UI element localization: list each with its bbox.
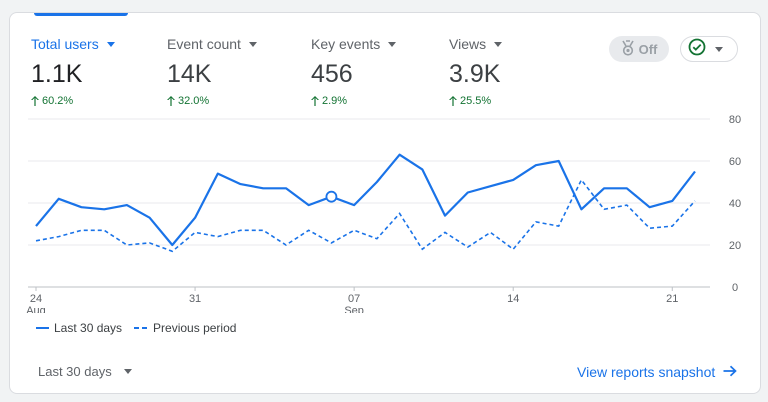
active-metric-indicator xyxy=(34,13,128,16)
caret-down-icon xyxy=(248,42,257,47)
metric-value: 14K xyxy=(167,60,212,88)
metric-change: 2.9% xyxy=(322,95,348,107)
link-label: View reports snapshot xyxy=(577,364,716,380)
metric-label: Total users xyxy=(31,36,99,52)
caret-down-icon xyxy=(715,46,723,52)
chart-legend: Last 30 days Previous period xyxy=(36,321,248,335)
series-line-last-30-days xyxy=(35,153,696,247)
arrow-up-icon xyxy=(167,96,175,106)
y-tick-label: 40 xyxy=(729,198,741,210)
series-line-previous-period xyxy=(35,178,696,253)
metric-event-count[interactable]: Event count 14K 32.0% xyxy=(167,35,257,108)
toggle-label: Off xyxy=(638,41,658,57)
legend-item-current: Last 30 days xyxy=(36,321,122,335)
y-tick-label: 80 xyxy=(729,114,741,126)
y-tick-label: 60 xyxy=(729,156,741,168)
x-tick-label: 31 xyxy=(189,293,201,305)
date-range-dropdown[interactable]: Last 30 days xyxy=(38,363,132,379)
metric-total-users[interactable]: Total users 1.1K 60.2% xyxy=(31,35,115,108)
date-range-label: Last 30 days xyxy=(38,363,112,379)
hover-point-marker[interactable] xyxy=(325,190,338,203)
x-tick-label: 24 xyxy=(30,293,42,305)
metric-value: 456 xyxy=(311,60,353,88)
metric-change: 25.5% xyxy=(460,95,492,107)
arrow-up-icon xyxy=(311,96,319,106)
legend-item-previous: Previous period xyxy=(134,321,236,335)
legend-solid-swatch xyxy=(36,327,49,329)
x-tick-month-label: Aug xyxy=(26,305,46,313)
legend-label: Previous period xyxy=(153,321,237,335)
metric-change: 60.2% xyxy=(42,95,74,107)
medal-icon xyxy=(621,39,635,59)
caret-down-icon xyxy=(388,42,397,47)
overview-card: Total users 1.1K 60.2% Event count 14K 3… xyxy=(9,12,761,394)
check-circle-icon xyxy=(688,38,706,61)
metric-label: Views xyxy=(449,36,487,52)
metric-key-events[interactable]: Key events 456 2.9% xyxy=(311,35,397,108)
metric-views[interactable]: Views 3.9K 25.5% xyxy=(449,35,503,108)
metric-label: Key events xyxy=(311,36,381,52)
arrow-right-icon xyxy=(723,364,737,380)
status-dropdown[interactable] xyxy=(680,36,738,62)
y-tick-label: 0 xyxy=(732,282,738,294)
x-tick-label: 07 xyxy=(348,293,360,305)
view-reports-snapshot-link[interactable]: View reports snapshot xyxy=(577,363,737,381)
metric-label: Event count xyxy=(167,36,241,52)
arrow-up-icon xyxy=(31,96,39,106)
caret-down-icon xyxy=(123,368,132,374)
arrow-up-icon xyxy=(449,96,457,106)
metric-change: 32.0% xyxy=(178,95,210,107)
insights-toggle[interactable]: Off xyxy=(609,36,669,62)
x-tick-label: 14 xyxy=(507,293,519,305)
x-tick-month-label: Sep xyxy=(344,305,364,313)
metric-value: 3.9K xyxy=(449,60,501,88)
metric-value: 1.1K xyxy=(31,60,83,88)
caret-down-icon xyxy=(494,42,503,47)
x-tick-label: 21 xyxy=(666,293,678,305)
legend-label: Last 30 days xyxy=(54,321,123,335)
y-tick-label: 20 xyxy=(729,240,741,252)
legend-dashed-swatch xyxy=(134,327,149,329)
caret-down-icon xyxy=(106,42,115,47)
